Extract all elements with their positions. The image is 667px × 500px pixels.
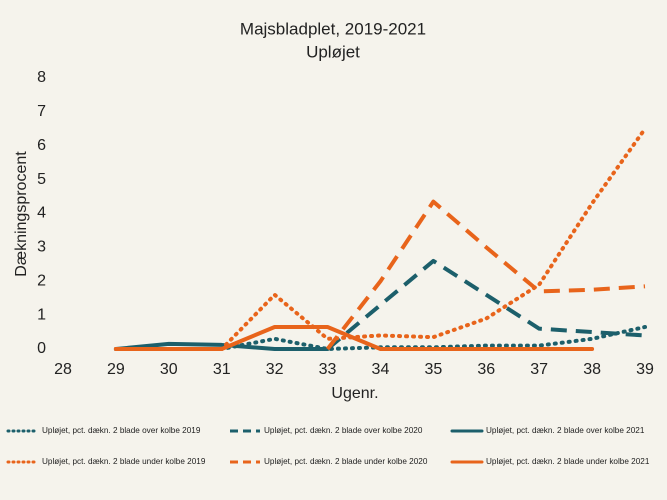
y-tick-label: 6: [37, 137, 46, 154]
x-axis-label: Ugenr.: [331, 385, 378, 402]
x-tick-label: 32: [266, 361, 284, 378]
x-tick-label: 28: [54, 361, 72, 378]
y-tick-label: 0: [37, 340, 46, 357]
x-tick-label: 39: [636, 361, 654, 378]
x-tick-label: 38: [583, 361, 601, 378]
chart-title: Majsbladplet, 2019-2021: [240, 19, 426, 38]
y-tick-label: 1: [37, 306, 46, 323]
chart-subtitle: Upløjet: [306, 42, 360, 61]
legend-label: Upløjet, pct. dækn. 2 blade over kolbe 2…: [486, 426, 645, 435]
series-line: [113, 324, 595, 351]
x-tick-label: 37: [530, 361, 548, 378]
series-line: [326, 258, 646, 351]
y-axis-label: Dækningsprocent: [13, 151, 30, 277]
series-line: [325, 199, 646, 351]
x-tick-label: 31: [213, 361, 231, 378]
legend-label: Upløjet, pct. dækn. 2 blade over kolbe 2…: [264, 426, 423, 435]
series-line: [113, 126, 647, 351]
y-tick-label: 8: [37, 69, 46, 86]
x-tick-label: 33: [319, 361, 337, 378]
y-tick-label: 3: [37, 239, 46, 256]
legend-label: Upløjet, pct. dækn. 2 blade under kolbe …: [486, 457, 650, 466]
y-tick-label: 4: [37, 205, 46, 222]
x-tick-label: 34: [372, 361, 390, 378]
series-line: [113, 341, 330, 351]
legend-label: Upløjet, pct. dækn. 2 blade under kolbe …: [42, 457, 206, 466]
x-tick-label: 29: [107, 361, 125, 378]
y-tick-label: 2: [37, 272, 46, 289]
x-tick-label: 30: [160, 361, 178, 378]
x-tick-label: 36: [477, 361, 495, 378]
x-tick-label: 35: [424, 361, 442, 378]
legend-label: Upløjet, pct. dækn. 2 blade over kolbe 2…: [42, 426, 201, 435]
y-tick-label: 7: [37, 103, 46, 120]
legend-label: Upløjet, pct. dækn. 2 blade under kolbe …: [264, 457, 428, 466]
y-tick-label: 5: [37, 171, 46, 188]
